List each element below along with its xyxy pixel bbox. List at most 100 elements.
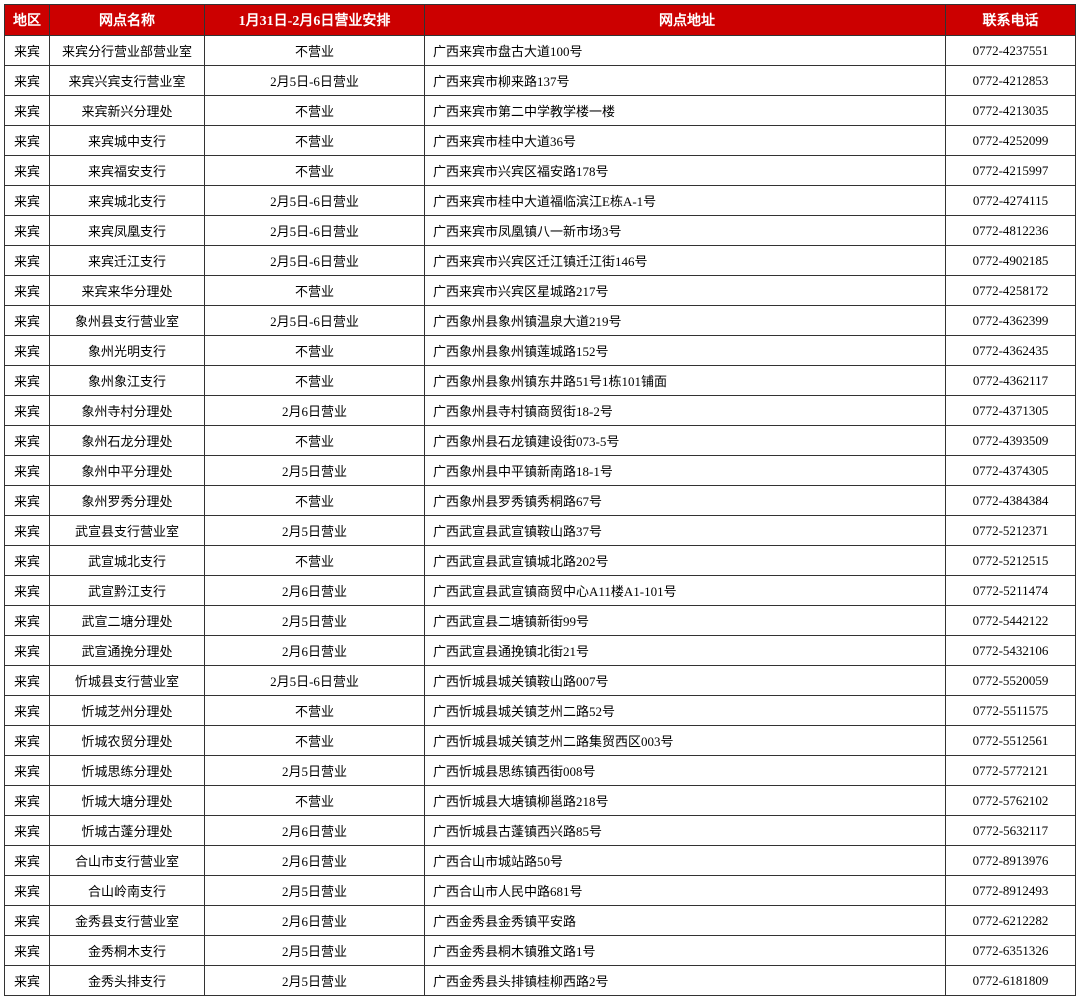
table-header-row: 地区 网点名称 1月31日-2月6日营业安排 网点地址 联系电话	[5, 5, 1076, 36]
cell-address: 广西象州县石龙镇建设街073-5号	[425, 426, 946, 456]
table-row: 来宾武宣县支行营业室2月5日营业广西武宣县武宣镇鞍山路37号0772-52123…	[5, 516, 1076, 546]
cell-branch: 金秀县支行营业室	[50, 906, 205, 936]
cell-branch: 来宾新兴分理处	[50, 96, 205, 126]
cell-schedule: 2月6日营业	[205, 846, 425, 876]
cell-branch: 忻城芝州分理处	[50, 696, 205, 726]
cell-region: 来宾	[5, 36, 50, 66]
table-row: 来宾象州中平分理处2月5日营业广西象州县中平镇新南路18-1号0772-4374…	[5, 456, 1076, 486]
cell-schedule: 不营业	[205, 546, 425, 576]
cell-schedule: 2月5日营业	[205, 936, 425, 966]
cell-phone: 0772-4258172	[946, 276, 1076, 306]
cell-branch: 象州石龙分理处	[50, 426, 205, 456]
table-row: 来宾武宣二塘分理处2月5日营业广西武宣县二塘镇新街99号0772-5442122	[5, 606, 1076, 636]
cell-region: 来宾	[5, 906, 50, 936]
cell-region: 来宾	[5, 396, 50, 426]
cell-phone: 0772-6212282	[946, 906, 1076, 936]
cell-phone: 0772-4362435	[946, 336, 1076, 366]
cell-branch: 忻城古蓬分理处	[50, 816, 205, 846]
table-row: 来宾来宾兴宾支行营业室2月5日-6日营业广西来宾市柳来路137号0772-421…	[5, 66, 1076, 96]
header-branch: 网点名称	[50, 5, 205, 36]
branch-schedule-table: 地区 网点名称 1月31日-2月6日营业安排 网点地址 联系电话 来宾来宾分行营…	[4, 4, 1076, 996]
cell-address: 广西忻城县城关镇鞍山路007号	[425, 666, 946, 696]
cell-region: 来宾	[5, 66, 50, 96]
cell-phone: 0772-5432106	[946, 636, 1076, 666]
cell-schedule: 2月5日营业	[205, 756, 425, 786]
cell-branch: 来宾城北支行	[50, 186, 205, 216]
cell-address: 广西象州县寺村镇商贸街18-2号	[425, 396, 946, 426]
cell-phone: 0772-4902185	[946, 246, 1076, 276]
cell-phone: 0772-4384384	[946, 486, 1076, 516]
cell-branch: 合山市支行营业室	[50, 846, 205, 876]
cell-branch: 合山岭南支行	[50, 876, 205, 906]
cell-schedule: 2月5日-6日营业	[205, 306, 425, 336]
cell-region: 来宾	[5, 666, 50, 696]
cell-schedule: 2月5日-6日营业	[205, 216, 425, 246]
cell-address: 广西象州县象州镇温泉大道219号	[425, 306, 946, 336]
cell-region: 来宾	[5, 606, 50, 636]
cell-branch: 象州寺村分理处	[50, 396, 205, 426]
header-schedule: 1月31日-2月6日营业安排	[205, 5, 425, 36]
table-body: 来宾来宾分行营业部营业室不营业广西来宾市盘古大道100号0772-4237551…	[5, 36, 1076, 996]
cell-address: 广西金秀县桐木镇雅文路1号	[425, 936, 946, 966]
cell-schedule: 2月5日-6日营业	[205, 666, 425, 696]
cell-schedule: 2月6日营业	[205, 576, 425, 606]
cell-region: 来宾	[5, 846, 50, 876]
cell-region: 来宾	[5, 156, 50, 186]
table-row: 来宾金秀县支行营业室2月6日营业广西金秀县金秀镇平安路0772-6212282	[5, 906, 1076, 936]
cell-schedule: 不营业	[205, 126, 425, 156]
cell-branch: 象州中平分理处	[50, 456, 205, 486]
cell-phone: 0772-5762102	[946, 786, 1076, 816]
cell-phone: 0772-4362399	[946, 306, 1076, 336]
cell-region: 来宾	[5, 456, 50, 486]
table-row: 来宾来宾福安支行不营业广西来宾市兴宾区福安路178号0772-4215997	[5, 156, 1076, 186]
cell-region: 来宾	[5, 486, 50, 516]
cell-region: 来宾	[5, 546, 50, 576]
cell-schedule: 不营业	[205, 696, 425, 726]
cell-address: 广西来宾市凤凰镇八一新市场3号	[425, 216, 946, 246]
cell-address: 广西来宾市兴宾区迁江镇迁江街146号	[425, 246, 946, 276]
table-row: 来宾来宾分行营业部营业室不营业广西来宾市盘古大道100号0772-4237551	[5, 36, 1076, 66]
cell-branch: 武宣黔江支行	[50, 576, 205, 606]
cell-address: 广西忻城县城关镇芝州二路52号	[425, 696, 946, 726]
cell-schedule: 不营业	[205, 276, 425, 306]
cell-phone: 0772-5511575	[946, 696, 1076, 726]
cell-address: 广西来宾市桂中大道福临滨江E栋A-1号	[425, 186, 946, 216]
cell-branch: 象州光明支行	[50, 336, 205, 366]
cell-phone: 0772-4812236	[946, 216, 1076, 246]
cell-address: 广西来宾市兴宾区星城路217号	[425, 276, 946, 306]
cell-region: 来宾	[5, 246, 50, 276]
cell-phone: 0772-8913976	[946, 846, 1076, 876]
cell-region: 来宾	[5, 216, 50, 246]
cell-branch: 忻城思练分理处	[50, 756, 205, 786]
table-row: 来宾武宣城北支行不营业广西武宣县武宣镇城北路202号0772-5212515	[5, 546, 1076, 576]
cell-region: 来宾	[5, 876, 50, 906]
cell-branch: 忻城农贸分理处	[50, 726, 205, 756]
cell-branch: 象州县支行营业室	[50, 306, 205, 336]
cell-address: 广西忻城县古蓬镇西兴路85号	[425, 816, 946, 846]
cell-schedule: 不营业	[205, 786, 425, 816]
table-row: 来宾忻城大塘分理处不营业广西忻城县大塘镇柳邕路218号0772-5762102	[5, 786, 1076, 816]
cell-schedule: 不营业	[205, 726, 425, 756]
cell-branch: 来宾来华分理处	[50, 276, 205, 306]
cell-schedule: 2月5日营业	[205, 456, 425, 486]
cell-schedule: 2月6日营业	[205, 636, 425, 666]
cell-phone: 0772-4362117	[946, 366, 1076, 396]
cell-phone: 0772-6351326	[946, 936, 1076, 966]
table-row: 来宾忻城芝州分理处不营业广西忻城县城关镇芝州二路52号0772-5511575	[5, 696, 1076, 726]
cell-region: 来宾	[5, 726, 50, 756]
cell-schedule: 不营业	[205, 336, 425, 366]
table-row: 来宾象州县支行营业室2月5日-6日营业广西象州县象州镇温泉大道219号0772-…	[5, 306, 1076, 336]
cell-address: 广西武宣县武宣镇商贸中心A11楼A1-101号	[425, 576, 946, 606]
cell-phone: 0772-5512561	[946, 726, 1076, 756]
cell-region: 来宾	[5, 936, 50, 966]
cell-address: 广西忻城县大塘镇柳邕路218号	[425, 786, 946, 816]
cell-schedule: 不营业	[205, 366, 425, 396]
table-row: 来宾来宾新兴分理处不营业广西来宾市第二中学教学楼一楼0772-4213035	[5, 96, 1076, 126]
cell-phone: 0772-5772121	[946, 756, 1076, 786]
cell-address: 广西忻城县思练镇西街008号	[425, 756, 946, 786]
cell-region: 来宾	[5, 186, 50, 216]
cell-address: 广西象州县罗秀镇秀桐路67号	[425, 486, 946, 516]
cell-address: 广西合山市城站路50号	[425, 846, 946, 876]
table-row: 来宾金秀桐木支行2月5日营业广西金秀县桐木镇雅文路1号0772-6351326	[5, 936, 1076, 966]
cell-region: 来宾	[5, 816, 50, 846]
